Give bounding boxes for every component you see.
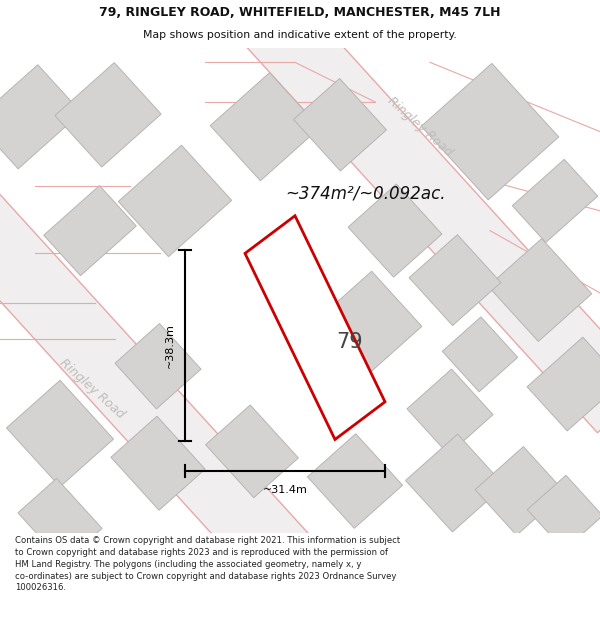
Text: Ringley Road: Ringley Road <box>57 357 127 421</box>
Polygon shape <box>527 337 600 431</box>
Text: ~31.4m: ~31.4m <box>263 485 307 495</box>
Polygon shape <box>293 78 386 171</box>
Polygon shape <box>442 317 518 392</box>
Polygon shape <box>7 380 113 487</box>
Polygon shape <box>118 145 232 257</box>
Polygon shape <box>55 62 161 167</box>
Polygon shape <box>129 0 600 432</box>
Polygon shape <box>44 186 136 276</box>
Polygon shape <box>245 216 385 439</box>
Polygon shape <box>206 405 298 498</box>
Polygon shape <box>318 271 422 374</box>
Polygon shape <box>18 478 102 563</box>
Polygon shape <box>0 65 82 169</box>
Text: ~374m²/~0.092ac.: ~374m²/~0.092ac. <box>285 185 445 203</box>
Polygon shape <box>475 447 565 535</box>
Polygon shape <box>210 72 320 181</box>
Polygon shape <box>115 324 201 409</box>
Polygon shape <box>512 159 598 242</box>
Polygon shape <box>407 369 493 454</box>
Text: Contains OS data © Crown copyright and database right 2021. This information is : Contains OS data © Crown copyright and d… <box>15 536 400 592</box>
Polygon shape <box>527 475 600 550</box>
Polygon shape <box>421 63 559 200</box>
Polygon shape <box>406 434 505 532</box>
Text: ~38.3m: ~38.3m <box>165 324 175 368</box>
Polygon shape <box>111 416 205 510</box>
Polygon shape <box>307 434 403 528</box>
Text: Map shows position and indicative extent of the property.: Map shows position and indicative extent… <box>143 30 457 40</box>
Polygon shape <box>0 93 376 625</box>
Polygon shape <box>488 239 592 341</box>
Polygon shape <box>348 184 442 277</box>
Text: 79, RINGLEY ROAD, WHITEFIELD, MANCHESTER, M45 7LH: 79, RINGLEY ROAD, WHITEFIELD, MANCHESTER… <box>99 6 501 19</box>
Text: Ringley Road: Ringley Road <box>385 94 455 159</box>
Polygon shape <box>409 234 501 326</box>
Text: 79: 79 <box>337 332 364 352</box>
